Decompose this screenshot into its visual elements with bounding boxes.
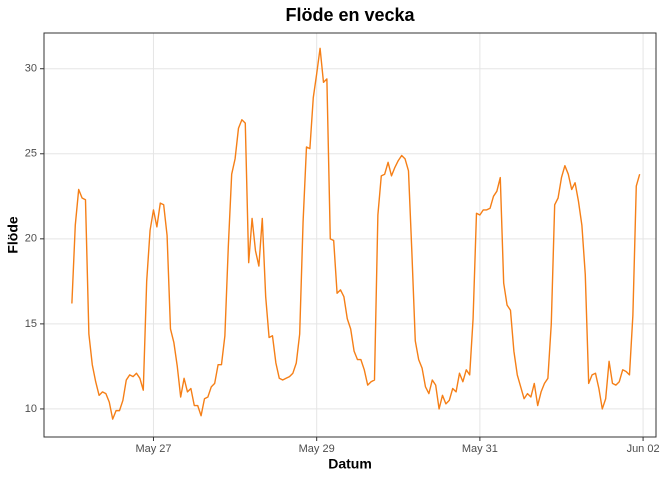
y-tick-label: 15	[25, 318, 37, 330]
x-tick-label: May 27	[135, 443, 171, 455]
y-axis-label: Flöde	[5, 216, 21, 254]
x-tick-label: May 29	[299, 443, 335, 455]
y-tick-label: 30	[25, 63, 37, 75]
y-tick-label: 20	[25, 233, 37, 245]
panel-border	[43, 32, 657, 438]
x-tick-label: Jun 02	[627, 443, 660, 455]
y-tick-label: 25	[25, 148, 37, 160]
chart-title: Flöde en vecka	[285, 5, 415, 25]
x-axis-label: Datum	[328, 456, 372, 472]
x-tick-label: May 31	[462, 443, 498, 455]
line	[71, 47, 641, 420]
y-tick-label: 10	[25, 403, 37, 415]
